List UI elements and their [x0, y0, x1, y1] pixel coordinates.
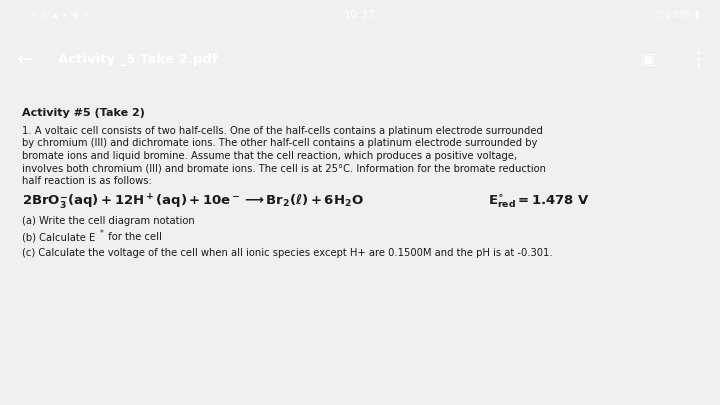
Text: □ ◎ 63% ▐: □ ◎ 63% ▐: [654, 11, 698, 19]
Text: *: *: [100, 229, 104, 239]
Text: 1. A voltaic cell consists of two half-cells. One of the half-cells contains a p: 1. A voltaic cell consists of two half-c…: [22, 126, 543, 136]
Text: ←: ←: [16, 51, 32, 69]
Text: bromate ions and liquid bromine. Assume that the cell reaction, which produces a: bromate ions and liquid bromine. Assume …: [22, 151, 517, 161]
Text: (c) Calculate the voltage of the cell when all ionic species except H+ are 0.150: (c) Calculate the voltage of the cell wh…: [22, 248, 553, 258]
Text: by chromium (III) and dichromate ions. The other half-cell contains a platinum e: by chromium (III) and dichromate ions. T…: [22, 139, 537, 148]
Text: (b) Calculate E: (b) Calculate E: [22, 232, 95, 243]
Text: $\mathbf{E_{red}^{\circ} = 1.478\ V}$: $\mathbf{E_{red}^{\circ} = 1.478\ V}$: [488, 192, 590, 210]
Text: ⋮: ⋮: [688, 51, 708, 69]
Text: Activity _5 Take 2.pdf: Activity _5 Take 2.pdf: [58, 53, 217, 66]
Text: half reaction is as follows:: half reaction is as follows:: [22, 176, 152, 186]
Text: (a) Write the cell diagram notation: (a) Write the cell diagram notation: [22, 216, 194, 226]
Text: Activity #5 (Take 2): Activity #5 (Take 2): [22, 108, 145, 118]
Text: .ıll  ◎  ▲  ◈  ◉  ①: .ıll ◎ ▲ ◈ ◉ ①: [29, 12, 89, 18]
Text: 10:37: 10:37: [344, 10, 376, 20]
Text: ▣: ▣: [641, 52, 655, 68]
Text: $\mathbf{2BrO_3^{-}(aq) + 12H^+(aq) + 10e^- \longrightarrow Br_2(\ell) + 6H_2O}$: $\mathbf{2BrO_3^{-}(aq) + 12H^+(aq) + 10…: [22, 192, 364, 211]
Text: for the cell: for the cell: [105, 232, 162, 243]
Text: involves both chromium (III) and bromate ions. The cell is at 25°C. Information : involves both chromium (III) and bromate…: [22, 163, 546, 173]
